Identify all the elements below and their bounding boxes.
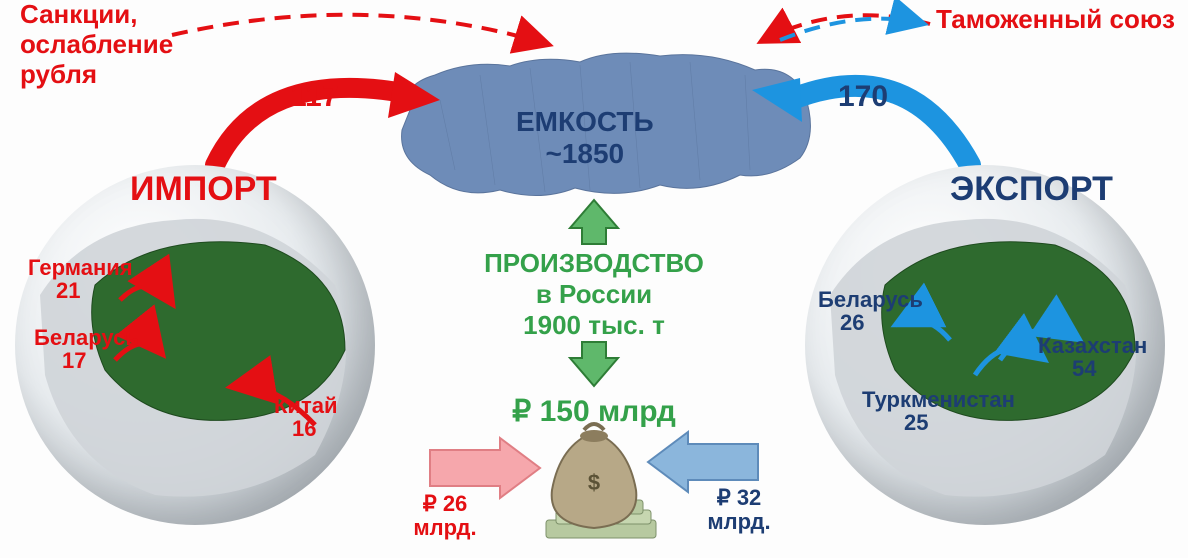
- ruble-in: ₽ 26 млрд.: [400, 492, 490, 540]
- money-icon: $: [0, 0, 1188, 558]
- ruble-out: ₽ 32 млрд.: [694, 486, 784, 534]
- svg-text:$: $: [588, 470, 600, 495]
